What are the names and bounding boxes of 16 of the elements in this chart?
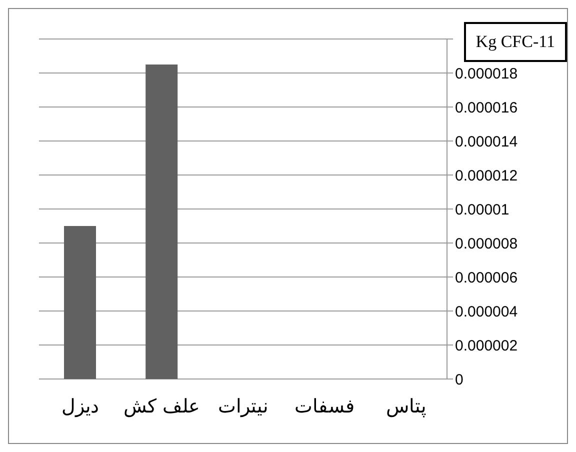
x-tick-label: فسفات bbox=[294, 395, 355, 418]
y-axis-title: Kg CFC-11 bbox=[464, 22, 567, 62]
y-tick-label: 0.000016 bbox=[455, 99, 518, 116]
x-tick-label: علف کش bbox=[123, 395, 200, 418]
x-tick-label: دیزل bbox=[61, 395, 98, 418]
y-tick-label: 0.000004 bbox=[455, 303, 518, 320]
y-tick-label: 0.00001 bbox=[455, 201, 510, 218]
y-tick-label: 0.000014 bbox=[455, 133, 518, 150]
y-tick-label: 0.000006 bbox=[455, 269, 518, 286]
x-tick-label: پتاس bbox=[386, 395, 426, 418]
y-tick-label: 0.000018 bbox=[455, 65, 518, 82]
y-tick-label: 0.000008 bbox=[455, 235, 518, 252]
x-tick-label: نیترات bbox=[218, 395, 268, 418]
y-tick-label: 0.000002 bbox=[455, 337, 518, 354]
y-tick-label: 0 bbox=[455, 371, 464, 388]
y-tick-label: 0.000012 bbox=[455, 167, 518, 184]
